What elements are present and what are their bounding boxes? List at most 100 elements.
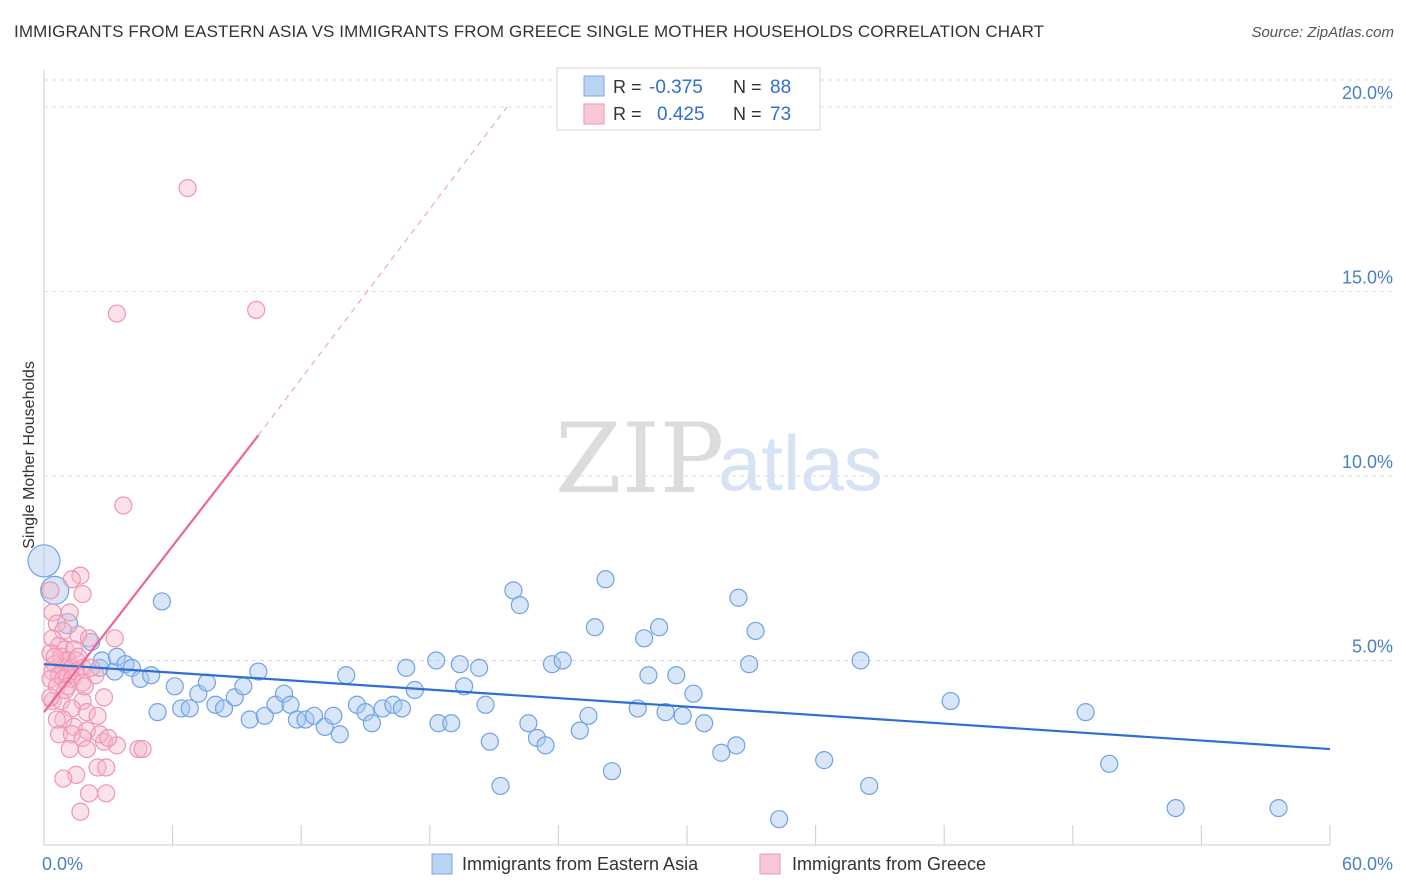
point-eastern-asia bbox=[1166, 798, 1185, 818]
legend-swatch-greece bbox=[759, 853, 781, 875]
point-eastern-asia bbox=[356, 703, 375, 722]
point-eastern-asia bbox=[729, 588, 748, 607]
watermark-atlas: atlas bbox=[718, 419, 883, 507]
stats-n-label-greece: N = bbox=[733, 104, 762, 124]
y-tick-label: 15.0% bbox=[1342, 267, 1393, 287]
point-greece bbox=[60, 603, 79, 622]
point-greece bbox=[75, 677, 94, 696]
point-greece bbox=[133, 739, 152, 759]
point-greece bbox=[69, 625, 88, 644]
point-eastern-asia bbox=[476, 695, 495, 714]
point-greece bbox=[99, 728, 118, 748]
point-greece bbox=[62, 570, 81, 589]
stats-swatch-asia bbox=[583, 75, 605, 97]
point-greece bbox=[73, 584, 92, 604]
point-greece bbox=[49, 725, 69, 744]
point-eastern-asia bbox=[491, 776, 510, 796]
point-eastern-asia bbox=[746, 621, 765, 641]
point-eastern-asia bbox=[255, 706, 274, 725]
stats-r-value-asia: -0.375 bbox=[649, 77, 703, 98]
chart-title: IMMIGRANTS FROM EASTERN ASIA VS IMMIGRAN… bbox=[14, 22, 1045, 41]
point-eastern-asia bbox=[105, 662, 124, 681]
point-eastern-asia bbox=[770, 810, 789, 829]
point-greece bbox=[77, 703, 96, 722]
point-greece bbox=[54, 710, 73, 729]
point-eastern-asia bbox=[510, 596, 529, 615]
point-eastern-asia bbox=[304, 706, 324, 725]
y-axis-label: Single Mother Households bbox=[21, 361, 38, 549]
point-greece bbox=[41, 581, 60, 600]
y-tick-label: 5.0% bbox=[1352, 636, 1393, 656]
point-greece bbox=[73, 691, 92, 711]
point-eastern-asia bbox=[480, 732, 499, 751]
grid-lines bbox=[44, 79, 1392, 661]
legend-label-asia: Immigrants from Eastern Asia bbox=[462, 854, 699, 874]
point-greece bbox=[54, 621, 73, 641]
stats-r-value-greece: 0.425 bbox=[657, 104, 705, 125]
point-greece bbox=[47, 614, 66, 633]
point-eastern-asia bbox=[392, 699, 412, 718]
point-eastern-asia bbox=[553, 651, 572, 670]
point-greece bbox=[79, 784, 99, 803]
point-eastern-asia bbox=[542, 655, 562, 674]
y-tick-label: 20.0% bbox=[1342, 83, 1393, 103]
point-eastern-asia bbox=[27, 544, 61, 578]
point-eastern-asia bbox=[397, 658, 416, 677]
point-greece bbox=[71, 802, 90, 821]
point-eastern-asia bbox=[712, 743, 731, 762]
legend-label-greece: Immigrants from Greece bbox=[792, 854, 986, 874]
stats-n-label-asia: N = bbox=[733, 77, 762, 97]
point-eastern-asia bbox=[602, 762, 622, 781]
stats-r-label-asia: R = bbox=[613, 77, 642, 97]
point-eastern-asia bbox=[519, 714, 538, 733]
point-eastern-asia bbox=[727, 736, 746, 755]
series-greece-points bbox=[41, 178, 266, 821]
point-eastern-asia bbox=[570, 721, 589, 740]
point-greece bbox=[79, 629, 99, 648]
stats-n-value-asia: 88 bbox=[770, 77, 791, 98]
stats-r-label-greece: R = bbox=[613, 104, 642, 124]
point-eastern-asia bbox=[337, 666, 356, 685]
x-tick-label-min: 0.0% bbox=[42, 854, 83, 874]
y-tick-label: 10.0% bbox=[1342, 452, 1393, 472]
point-eastern-asia bbox=[469, 658, 489, 677]
point-greece bbox=[73, 728, 92, 748]
point-greece bbox=[94, 688, 114, 707]
point-eastern-asia bbox=[330, 725, 349, 744]
point-eastern-asia bbox=[656, 703, 675, 722]
x-tick-label-max: 60.0% bbox=[1342, 854, 1393, 874]
point-eastern-asia bbox=[684, 684, 703, 703]
point-greece bbox=[107, 304, 126, 323]
point-eastern-asia bbox=[152, 592, 171, 611]
point-eastern-asia bbox=[596, 570, 615, 589]
point-eastern-asia bbox=[180, 699, 199, 718]
point-eastern-asia bbox=[860, 776, 879, 796]
stats-swatch-greece bbox=[583, 103, 605, 125]
point-eastern-asia bbox=[579, 706, 598, 725]
point-eastern-asia bbox=[815, 751, 834, 770]
point-eastern-asia bbox=[240, 710, 259, 729]
point-greece bbox=[41, 669, 60, 689]
point-eastern-asia bbox=[197, 673, 216, 692]
legend-swatch-asia bbox=[431, 853, 453, 875]
trendlines bbox=[43, 106, 1331, 751]
point-eastern-asia bbox=[635, 629, 654, 648]
point-eastern-asia bbox=[165, 677, 184, 696]
point-eastern-asia bbox=[1100, 754, 1119, 773]
point-eastern-asia bbox=[142, 666, 161, 685]
point-greece bbox=[41, 688, 60, 707]
point-greece bbox=[178, 178, 197, 198]
point-eastern-asia bbox=[941, 691, 960, 711]
point-eastern-asia bbox=[234, 677, 253, 696]
point-eastern-asia bbox=[585, 618, 604, 637]
series-eastern-asia-points bbox=[27, 544, 1288, 829]
point-eastern-asia bbox=[1076, 703, 1095, 722]
point-eastern-asia bbox=[362, 714, 382, 733]
point-greece bbox=[45, 647, 64, 666]
point-greece bbox=[62, 725, 81, 744]
stats-n-value-greece: 73 bbox=[770, 104, 791, 125]
point-eastern-asia bbox=[274, 684, 294, 703]
point-eastern-asia bbox=[442, 714, 461, 733]
point-greece bbox=[129, 739, 148, 759]
point-eastern-asia bbox=[740, 655, 759, 674]
